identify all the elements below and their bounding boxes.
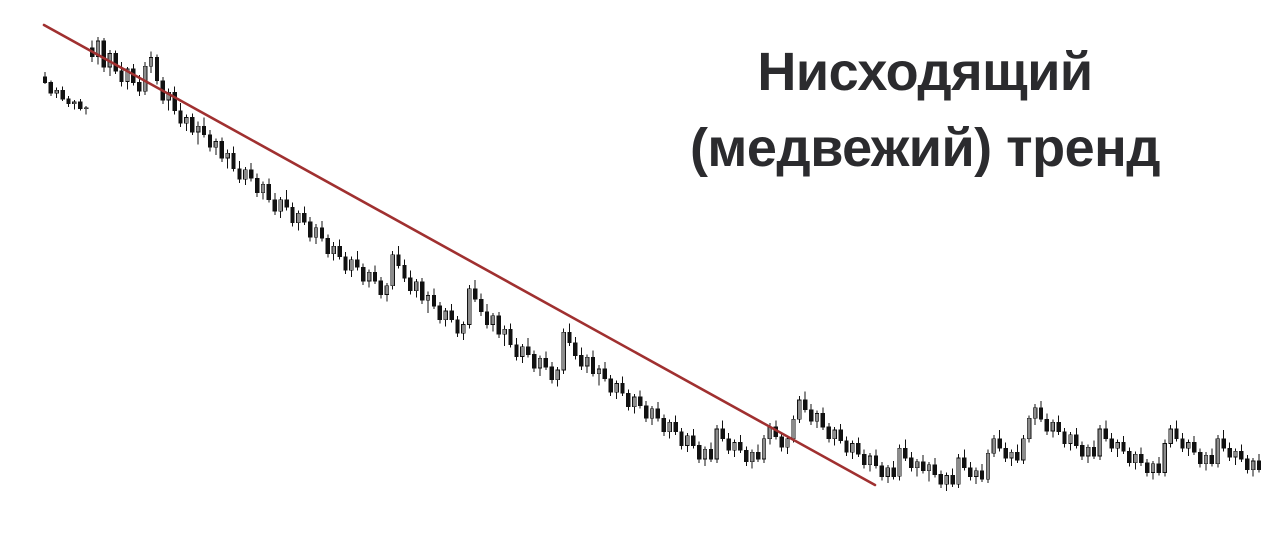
candles-group (42, 37, 1262, 491)
descending-trendline-icon (42, 23, 877, 487)
